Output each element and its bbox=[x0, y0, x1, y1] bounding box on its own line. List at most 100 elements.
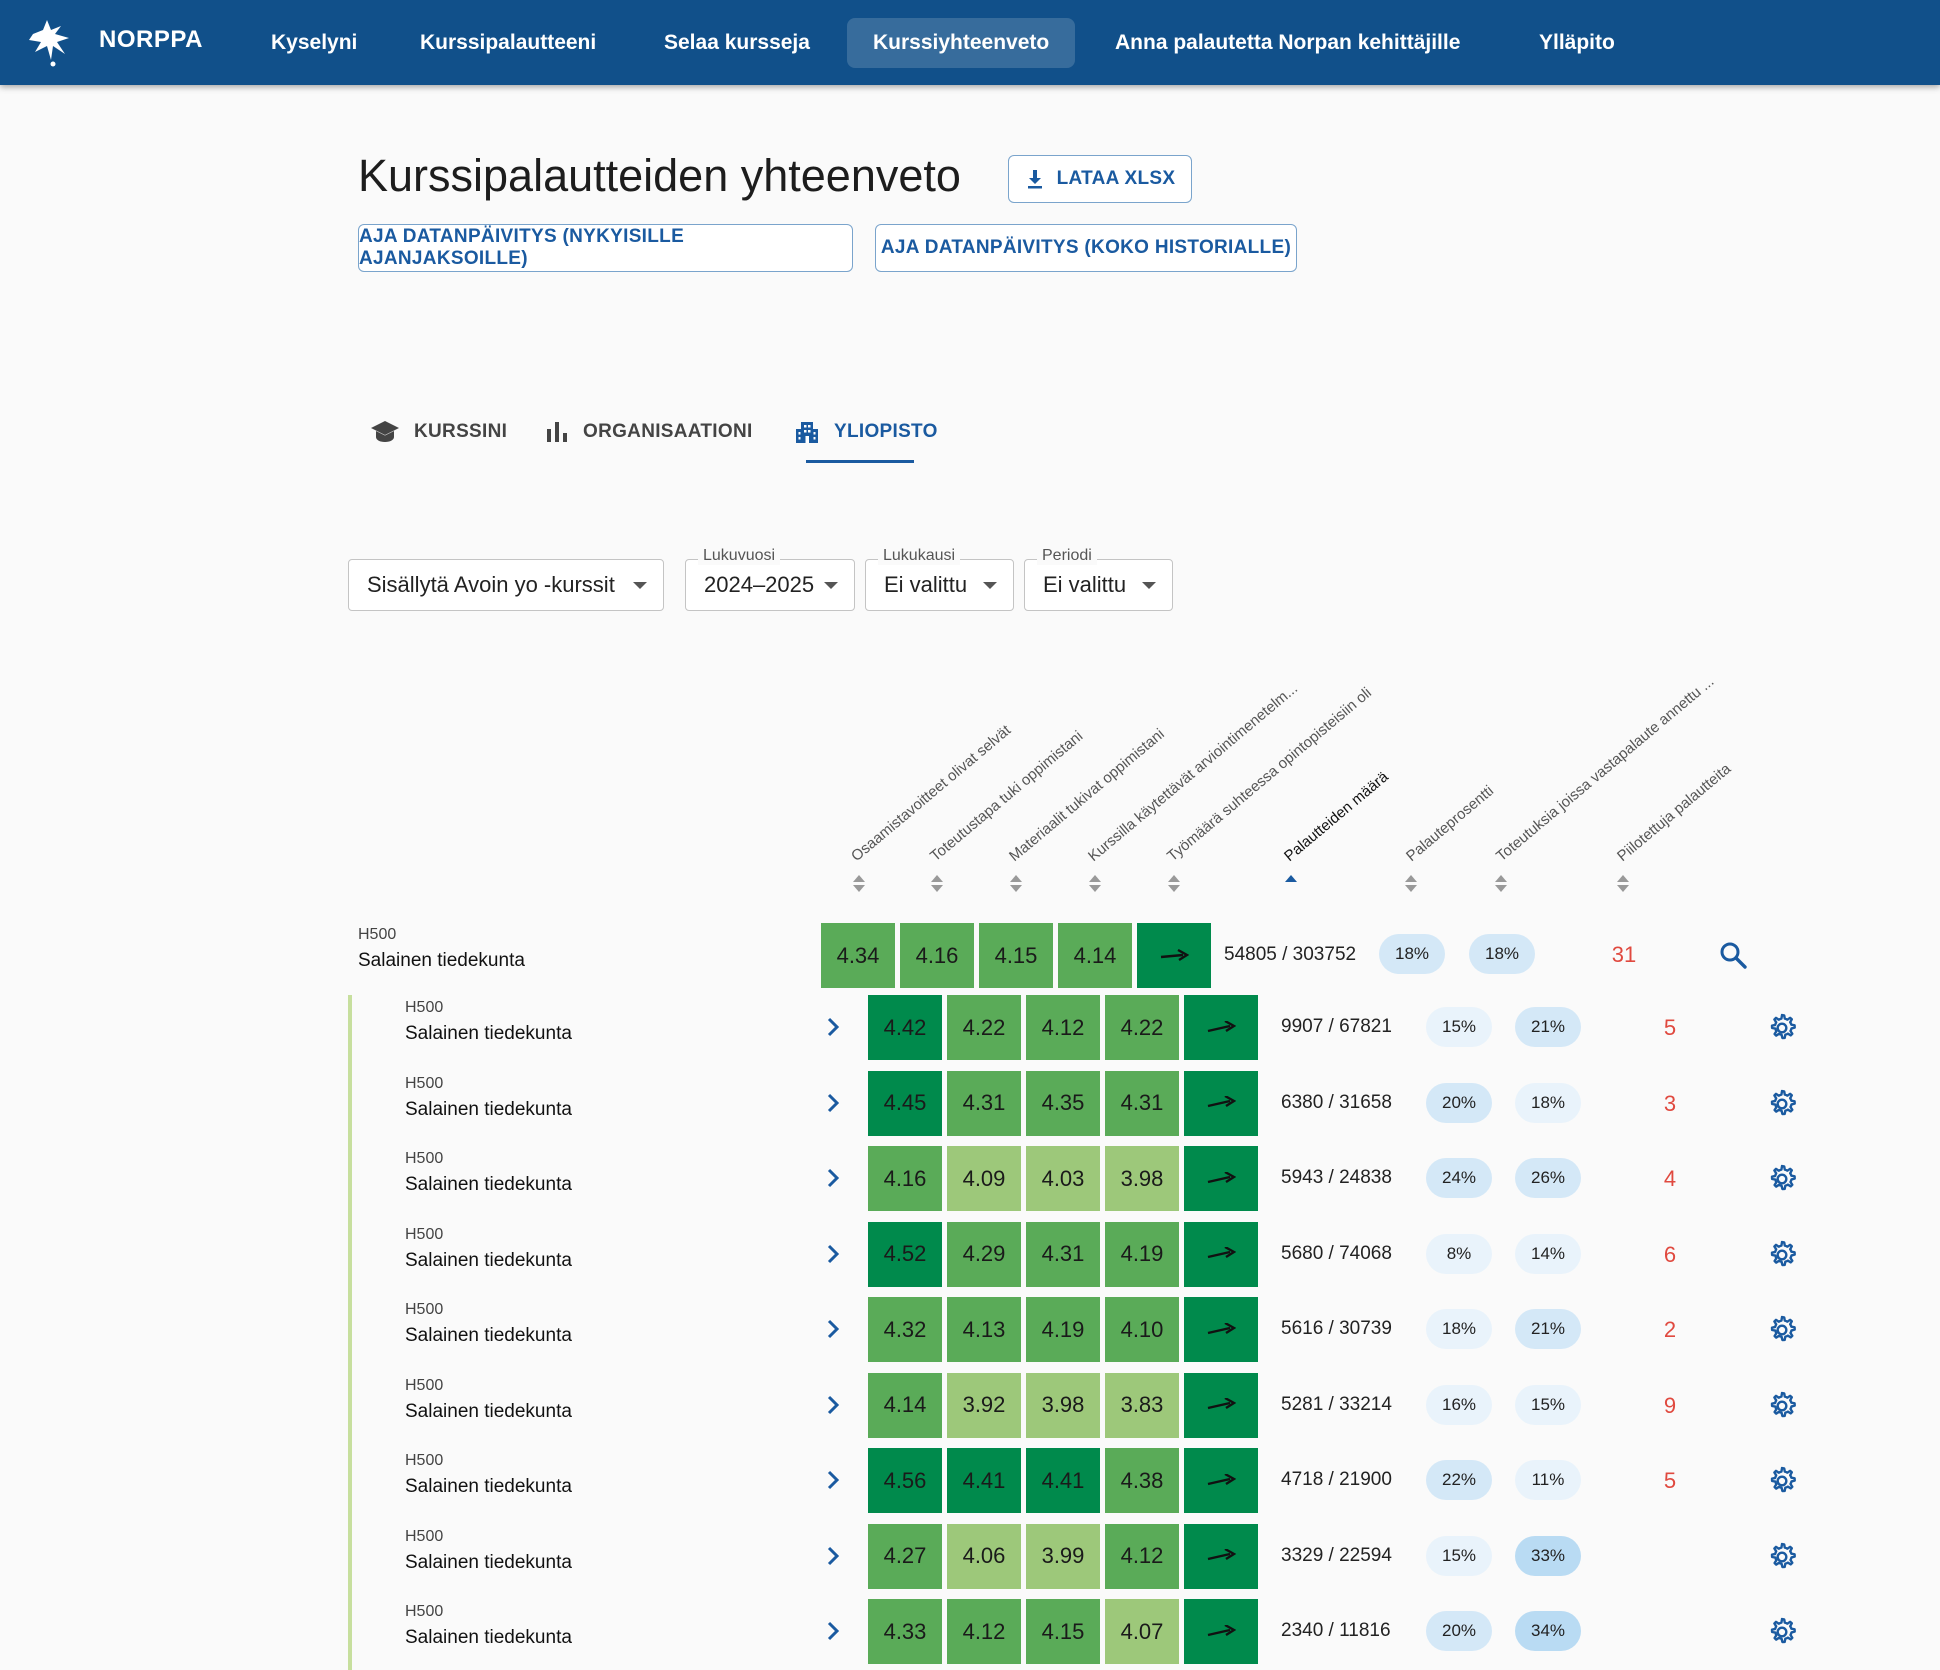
semester-label: Lukukausi bbox=[878, 547, 961, 565]
column-header-hidden-feedback[interactable]: Piilotettuja palautteita bbox=[1614, 760, 1735, 865]
chevron-right-icon[interactable] bbox=[822, 1243, 844, 1265]
org-code: H500 bbox=[405, 1301, 444, 1318]
academic-year-value: 2024–2025 bbox=[704, 572, 815, 597]
chevron-right-icon[interactable] bbox=[822, 1469, 844, 1491]
feedback-count: 4718 / 21900 bbox=[1281, 1469, 1392, 1490]
score-cell: 4.13 bbox=[947, 1297, 1021, 1362]
nav-item-selaa-kursseja[interactable]: Selaa kursseja bbox=[664, 31, 810, 54]
period-label: Periodi bbox=[1037, 547, 1097, 565]
gear-icon[interactable] bbox=[1766, 1163, 1798, 1195]
org-name: Salainen tiedekunta bbox=[405, 1476, 572, 1497]
hidden-feedback-count: 6 bbox=[1663, 1241, 1677, 1267]
score-cell: 4.12 bbox=[1026, 995, 1100, 1060]
table-row-7[interactable]: H500 Salainen tiedekunta 4.56 4.41 4.41 … bbox=[0, 1448, 1940, 1514]
response-percent-badge: 21% bbox=[1515, 1007, 1581, 1047]
gear-icon[interactable] bbox=[1766, 1465, 1798, 1497]
norppa-logo-icon bbox=[29, 20, 69, 67]
score-cell: 4.52 bbox=[868, 1221, 942, 1287]
sort-icon[interactable] bbox=[1405, 875, 1419, 897]
table-row-5[interactable]: H500 Salainen tiedekunta 4.32 4.13 4.19 … bbox=[0, 1297, 1940, 1363]
score-cell: 3.99 bbox=[1026, 1523, 1100, 1589]
trend-arrow-icon bbox=[1184, 1146, 1258, 1211]
score-cell: 4.34 bbox=[821, 923, 895, 988]
score-cell: 4.31 bbox=[1026, 1221, 1100, 1287]
sort-icon[interactable] bbox=[853, 875, 867, 897]
score-cell: 4.31 bbox=[1105, 1070, 1179, 1136]
nav-item-anna-palautetta[interactable]: Anna palautetta Norpan kehittäjille bbox=[1115, 31, 1461, 54]
search-icon[interactable] bbox=[1718, 940, 1748, 970]
sort-ascending-icon[interactable] bbox=[1285, 875, 1299, 897]
semester-select[interactable]: Lukukausi Ei valittu bbox=[865, 547, 1014, 611]
table-row-3[interactable]: H500 Salainen tiedekunta 4.16 4.09 4.03 … bbox=[0, 1146, 1940, 1212]
column-header-feedback-count[interactable]: Palautteiden määrä bbox=[1281, 768, 1392, 865]
tab-yliopisto[interactable]: YLIOPISTO bbox=[794, 412, 938, 452]
table-row-summary: H500 Salainen tiedekunta 4.34 4.16 4.15 … bbox=[0, 922, 1940, 988]
score-cell: 3.92 bbox=[947, 1372, 1021, 1438]
gear-icon[interactable] bbox=[1766, 1239, 1798, 1271]
sort-icon[interactable] bbox=[1617, 875, 1631, 897]
response-percent-badge: 26% bbox=[1515, 1158, 1581, 1198]
chevron-right-icon[interactable] bbox=[822, 1167, 844, 1189]
chevron-right-icon[interactable] bbox=[822, 1318, 844, 1340]
chevron-right-icon[interactable] bbox=[822, 1545, 844, 1567]
brand[interactable]: NORPPA bbox=[25, 12, 203, 68]
score-cell: 4.14 bbox=[1058, 923, 1132, 988]
tab-kurssini[interactable]: KURSSINI bbox=[370, 412, 507, 452]
semester-value: Ei valittu bbox=[884, 572, 968, 597]
column-header-feedback-percent[interactable]: Palauteprosentti bbox=[1403, 782, 1498, 865]
org-code: H500 bbox=[405, 1150, 444, 1167]
building-icon bbox=[796, 422, 818, 443]
column-header-materials[interactable]: Materiaalit tukivat oppimistani bbox=[1006, 725, 1168, 865]
table-row-1[interactable]: H500 Salainen tiedekunta 4.42 4.22 4.12 … bbox=[0, 995, 1940, 1061]
table-row-8[interactable]: H500 Salainen tiedekunta 4.27 4.06 3.99 … bbox=[0, 1523, 1940, 1590]
chevron-right-icon[interactable] bbox=[822, 1394, 844, 1416]
hidden-feedback-count: 31 bbox=[1611, 942, 1637, 967]
sort-icon[interactable] bbox=[1089, 875, 1103, 897]
hidden-feedback-count: 3 bbox=[1663, 1090, 1677, 1116]
sort-icon[interactable] bbox=[1495, 875, 1509, 897]
score-cell: 4.32 bbox=[868, 1297, 942, 1362]
gear-icon[interactable] bbox=[1766, 1616, 1798, 1648]
chevron-right-icon[interactable] bbox=[822, 1092, 844, 1114]
download-xlsx-button[interactable]: LATAA XLSX bbox=[1008, 155, 1192, 203]
period-select[interactable]: Periodi Ei valittu bbox=[1024, 547, 1173, 611]
dropdown-arrow-icon bbox=[824, 582, 838, 589]
table-row-4[interactable]: H500 Salainen tiedekunta 4.52 4.29 4.31 … bbox=[0, 1221, 1940, 1288]
nav-item-kurssiyhteenveto[interactable]: Kurssiyhteenveto bbox=[847, 18, 1076, 68]
response-percent-badge: 21% bbox=[1515, 1309, 1581, 1349]
nav-item-kyselyni[interactable]: Kyselyni bbox=[271, 31, 358, 54]
dropdown-arrow-icon bbox=[983, 582, 997, 589]
feedback-percent-badge: 18% bbox=[1379, 934, 1445, 974]
hidden-feedback-count: 9 bbox=[1663, 1392, 1677, 1418]
sort-icon[interactable] bbox=[1010, 875, 1024, 897]
gear-icon[interactable] bbox=[1766, 1541, 1798, 1573]
gear-icon[interactable] bbox=[1766, 1390, 1798, 1422]
gear-icon[interactable] bbox=[1766, 1314, 1798, 1346]
open-university-select[interactable]: Sisällytä Avoin yo -kurssit bbox=[348, 559, 664, 611]
school-icon bbox=[371, 421, 399, 442]
academic-year-select[interactable]: Lukuvuosi 2024–2025 bbox=[685, 547, 855, 611]
gear-icon[interactable] bbox=[1766, 1012, 1798, 1044]
column-header-teaching-method[interactable]: Toteutustapa tuki oppimistani bbox=[927, 727, 1087, 865]
score-cell: 3.83 bbox=[1105, 1372, 1179, 1438]
table-row-6[interactable]: H500 Salainen tiedekunta 4.14 3.92 3.98 … bbox=[0, 1372, 1940, 1439]
score-cell: 4.10 bbox=[1105, 1297, 1179, 1362]
sort-icon[interactable] bbox=[1168, 875, 1182, 897]
update-full-history-button[interactable]: AJA DATANPÄIVITYS (KOKO HISTORIALLE) bbox=[875, 224, 1297, 272]
table-row-2[interactable]: H500 Salainen tiedekunta 4.45 4.31 4.35 … bbox=[0, 1070, 1940, 1137]
chevron-right-icon[interactable] bbox=[822, 1620, 844, 1642]
nav-item-yllapito[interactable]: Ylläpito bbox=[1539, 31, 1615, 54]
nav-item-kurssipalautteeni[interactable]: Kurssipalautteeni bbox=[420, 31, 597, 54]
org-code: H500 bbox=[405, 999, 444, 1016]
chevron-right-icon[interactable] bbox=[822, 1016, 844, 1038]
update-current-periods-button[interactable]: AJA DATANPÄIVITYS (NYKYISILLE AJANJAKSOI… bbox=[358, 224, 853, 272]
tab-organisaationi[interactable]: ORGANISAATIONI bbox=[545, 412, 753, 452]
column-header-learning-goals[interactable]: Osaamistavoitteet olivat selvät bbox=[848, 721, 1015, 865]
score-cell: 4.41 bbox=[1026, 1448, 1100, 1513]
sort-icon[interactable] bbox=[931, 875, 945, 897]
score-cell: 4.22 bbox=[1105, 995, 1179, 1060]
top-navigation: NORPPA Kyselyni Kurssipalautteeni Selaa … bbox=[0, 0, 1940, 85]
table-row-9[interactable]: H500 Salainen tiedekunta 4.33 4.12 4.15 … bbox=[0, 1599, 1940, 1665]
gear-icon[interactable] bbox=[1766, 1088, 1798, 1120]
column-header-response-given[interactable]: Toteutuksia joissa vastapalaute annettu … bbox=[1493, 672, 1718, 865]
